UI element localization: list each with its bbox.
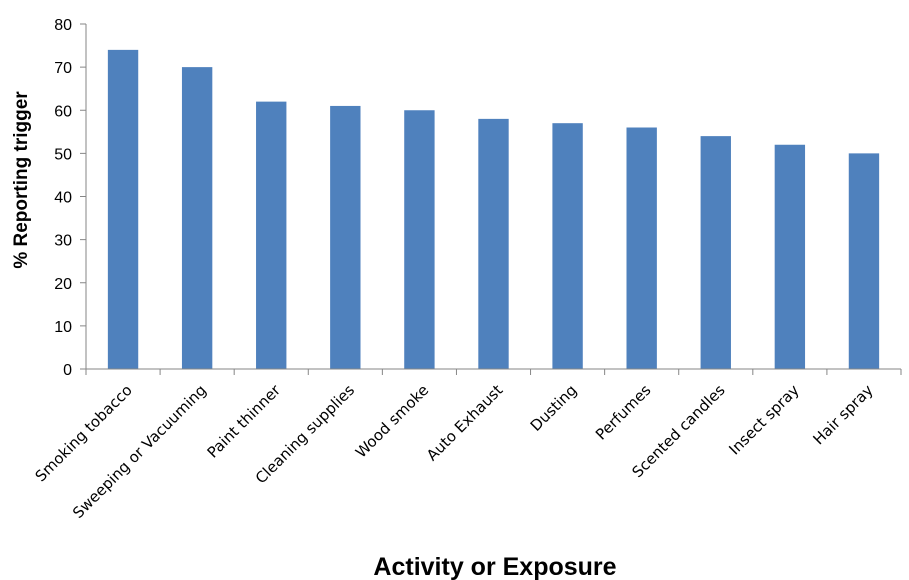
- bar: [626, 127, 657, 369]
- x-tick-label: Perfumes: [592, 381, 655, 444]
- y-ticks-group: 0 10 20 30 40 50 60 70 80: [54, 17, 86, 379]
- y-tick-label: 50: [54, 146, 72, 163]
- x-tick-label: Insect spray: [725, 381, 802, 458]
- bar: [700, 136, 731, 369]
- bar: [181, 67, 213, 369]
- x-axis-title: Activity or Exposure: [373, 553, 616, 580]
- bar: [774, 144, 806, 369]
- bars-group: [107, 49, 880, 369]
- y-tick-label: 20: [54, 276, 72, 293]
- bar: [552, 123, 583, 369]
- x-tick-label: Dusting: [527, 381, 581, 435]
- bar: [330, 105, 361, 369]
- x-tick-label: Sweeping or Vacuuming: [69, 381, 210, 522]
- y-tick-label: 10: [54, 319, 72, 336]
- y-tick-label: 60: [54, 103, 72, 120]
- x-tick-label: Wood smoke: [352, 381, 432, 461]
- y-tick-label: 0: [63, 362, 72, 379]
- bar: [256, 101, 287, 369]
- y-tick-label: 70: [54, 60, 72, 77]
- bar: [404, 110, 435, 369]
- x-tick-label: Auto Exhaust: [423, 381, 506, 464]
- bar: [848, 153, 880, 369]
- x-tick-label: Paint thinner: [204, 381, 285, 462]
- x-tick-label: Hair spray: [809, 381, 876, 448]
- bar: [478, 118, 509, 369]
- y-axis-title: % Reporting trigger: [11, 91, 32, 269]
- y-tick-label: 30: [54, 233, 72, 250]
- y-tick-label: 40: [54, 190, 72, 207]
- bar: [107, 49, 139, 369]
- y-tick-label: 80: [54, 17, 72, 34]
